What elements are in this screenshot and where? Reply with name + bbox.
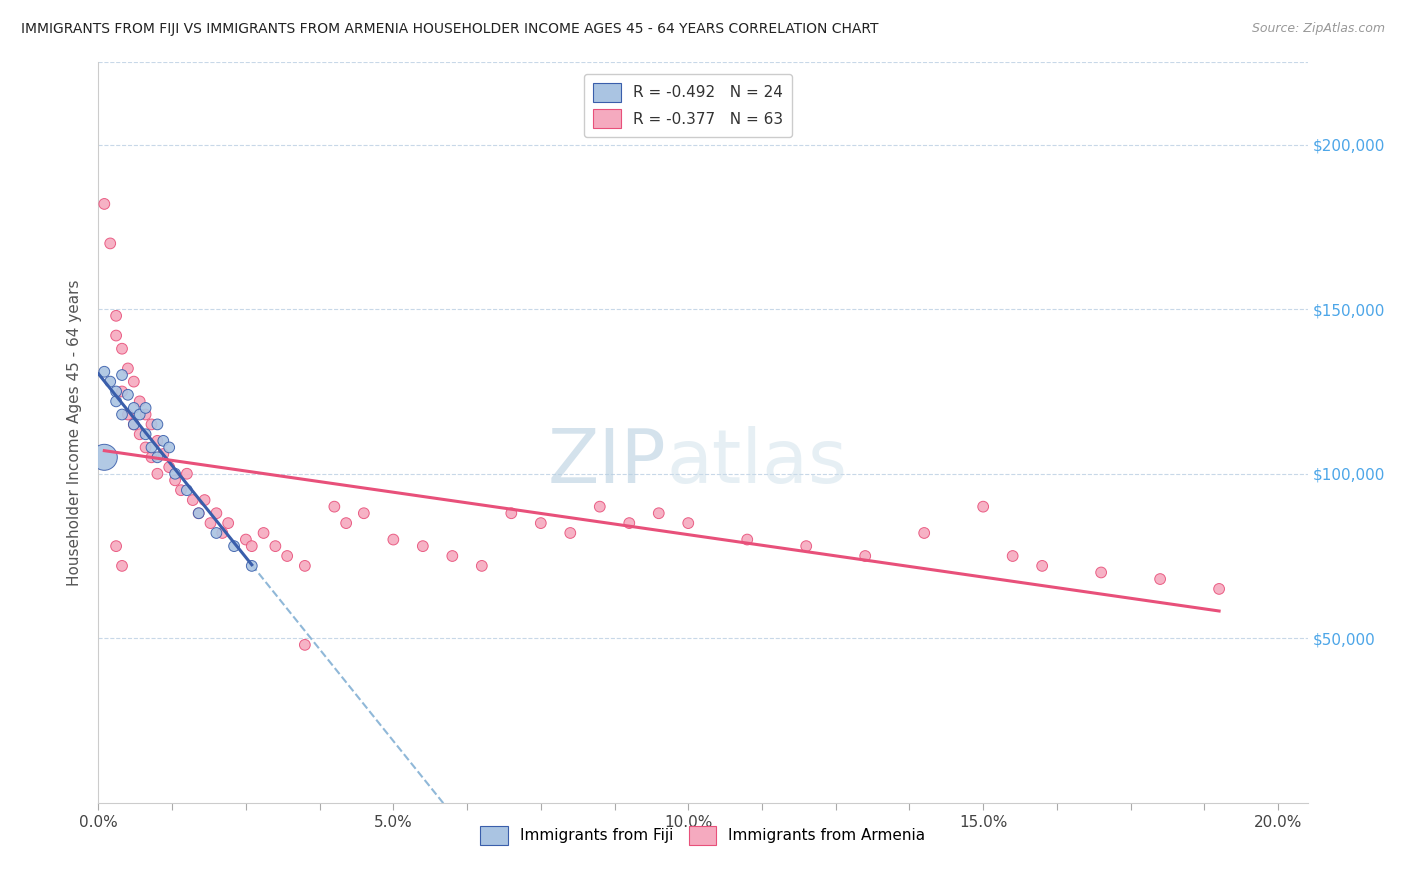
Point bbox=[135, 408, 157, 422]
Point bbox=[128, 427, 150, 442]
Point bbox=[794, 539, 817, 553]
Point bbox=[217, 516, 239, 530]
Y-axis label: Householder Income Ages 45 - 64 years: Householder Income Ages 45 - 64 years bbox=[67, 279, 83, 586]
Point bbox=[141, 450, 163, 465]
Point bbox=[146, 467, 169, 481]
Text: ZIP: ZIP bbox=[548, 425, 666, 499]
Point bbox=[382, 533, 405, 547]
Point bbox=[222, 539, 245, 553]
Point bbox=[501, 506, 523, 520]
Point bbox=[111, 368, 134, 382]
Point bbox=[111, 408, 134, 422]
Point bbox=[972, 500, 994, 514]
Text: Source: ZipAtlas.com: Source: ZipAtlas.com bbox=[1251, 22, 1385, 36]
Point bbox=[1090, 566, 1112, 580]
Point bbox=[117, 388, 139, 402]
Point bbox=[93, 450, 115, 465]
Point bbox=[353, 506, 375, 520]
Point bbox=[323, 500, 346, 514]
Point bbox=[276, 549, 298, 563]
Point bbox=[146, 434, 169, 448]
Point bbox=[530, 516, 553, 530]
Point bbox=[105, 384, 128, 399]
Point bbox=[335, 516, 357, 530]
Point bbox=[181, 493, 204, 508]
Point bbox=[152, 434, 174, 448]
Point bbox=[98, 236, 121, 251]
Point bbox=[111, 558, 134, 573]
Point bbox=[1001, 549, 1024, 563]
Point bbox=[589, 500, 612, 514]
Point bbox=[912, 526, 935, 541]
Point bbox=[105, 309, 128, 323]
Point bbox=[240, 558, 263, 573]
Point bbox=[187, 506, 209, 520]
Point bbox=[105, 394, 128, 409]
Point bbox=[117, 408, 139, 422]
Point bbox=[176, 483, 198, 498]
Point bbox=[93, 197, 115, 211]
Point bbox=[128, 394, 150, 409]
Point bbox=[170, 483, 193, 498]
Point bbox=[194, 493, 217, 508]
Point bbox=[157, 441, 180, 455]
Point bbox=[252, 526, 274, 541]
Point bbox=[1149, 572, 1171, 586]
Point bbox=[111, 342, 134, 356]
Point bbox=[135, 441, 157, 455]
Text: IMMIGRANTS FROM FIJI VS IMMIGRANTS FROM ARMENIA HOUSEHOLDER INCOME AGES 45 - 64 : IMMIGRANTS FROM FIJI VS IMMIGRANTS FROM … bbox=[21, 22, 879, 37]
Point bbox=[648, 506, 671, 520]
Point bbox=[122, 375, 145, 389]
Point bbox=[441, 549, 464, 563]
Legend: Immigrants from Fiji, Immigrants from Armenia: Immigrants from Fiji, Immigrants from Ar… bbox=[474, 820, 932, 851]
Point bbox=[560, 526, 582, 541]
Point bbox=[165, 467, 187, 481]
Point bbox=[619, 516, 641, 530]
Point bbox=[264, 539, 287, 553]
Point bbox=[240, 539, 263, 553]
Point bbox=[294, 638, 316, 652]
Point bbox=[98, 375, 121, 389]
Point bbox=[117, 361, 139, 376]
Point bbox=[146, 417, 169, 432]
Point bbox=[853, 549, 876, 563]
Point bbox=[141, 417, 163, 432]
Point bbox=[678, 516, 700, 530]
Point bbox=[412, 539, 434, 553]
Point bbox=[141, 441, 163, 455]
Point bbox=[122, 417, 145, 432]
Point bbox=[235, 533, 257, 547]
Point bbox=[135, 427, 157, 442]
Point bbox=[135, 401, 157, 415]
Point bbox=[111, 384, 134, 399]
Point bbox=[105, 539, 128, 553]
Point bbox=[122, 417, 145, 432]
Point bbox=[471, 558, 494, 573]
Point bbox=[200, 516, 222, 530]
Text: atlas: atlas bbox=[666, 425, 848, 499]
Point bbox=[205, 526, 228, 541]
Point bbox=[128, 408, 150, 422]
Point bbox=[146, 450, 169, 465]
Point bbox=[152, 447, 174, 461]
Point bbox=[205, 506, 228, 520]
Point bbox=[211, 526, 233, 541]
Point bbox=[176, 467, 198, 481]
Point bbox=[1031, 558, 1053, 573]
Point bbox=[93, 365, 115, 379]
Point bbox=[294, 558, 316, 573]
Point bbox=[122, 401, 145, 415]
Point bbox=[157, 460, 180, 475]
Point bbox=[187, 506, 209, 520]
Point bbox=[165, 473, 187, 487]
Point bbox=[735, 533, 758, 547]
Point bbox=[1208, 582, 1230, 596]
Point bbox=[105, 328, 128, 343]
